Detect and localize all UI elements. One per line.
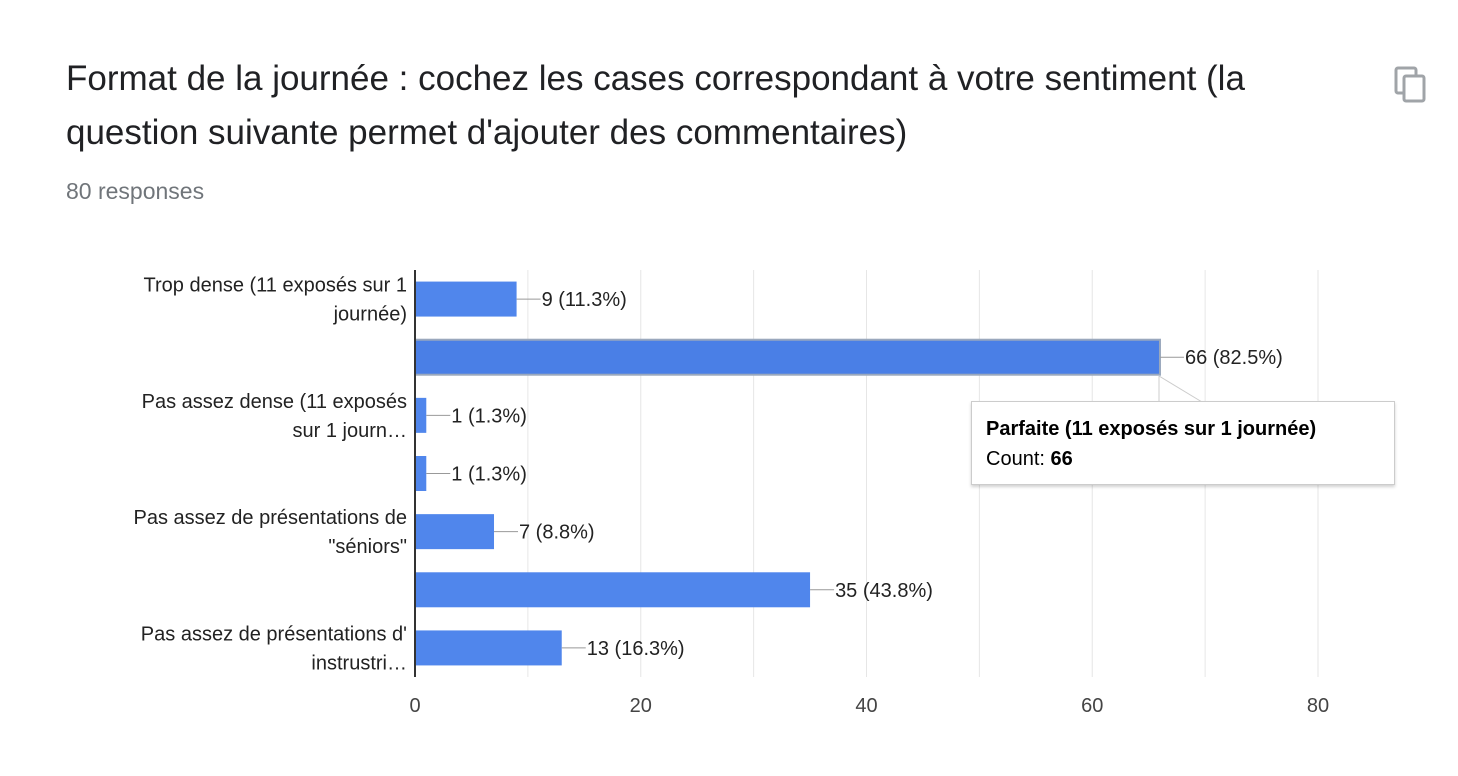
bar	[415, 397, 427, 433]
data-label: 1 (1.3%)	[451, 464, 527, 486]
bar	[415, 630, 562, 666]
bar	[415, 514, 495, 550]
x-tick-label: 40	[855, 695, 877, 717]
x-tick-label: 20	[630, 695, 652, 717]
bar	[414, 338, 1161, 376]
bar	[415, 456, 427, 491]
data-label: 1 (1.3%)	[451, 405, 527, 427]
copy-chart-button[interactable]	[1388, 62, 1434, 108]
tooltip-count: Count: 66	[986, 444, 1380, 474]
copy-icon	[1394, 66, 1426, 103]
tooltip-count-label: Count:	[986, 448, 1051, 470]
tooltip-title: Parfaite (11 exposés sur 1 journée)	[986, 418, 1317, 440]
bar-tooltip: Parfaite (11 exposés sur 1 journée) Coun…	[971, 401, 1395, 485]
response-count: 80 responses	[66, 178, 205, 204]
category-label: Pas assez de présentations de	[133, 507, 407, 529]
data-label: 35 (43.8%)	[835, 580, 933, 602]
data-label: 66 (82.5%)	[1185, 347, 1283, 369]
bar	[415, 281, 517, 317]
category-label: Trop dense (11 exposés sur 1	[144, 275, 407, 297]
category-label: journée)	[333, 304, 407, 326]
data-label: 7 (8.8%)	[519, 522, 595, 544]
x-tick-label: 0	[409, 695, 420, 717]
x-tick-label: 80	[1307, 695, 1329, 717]
category-label: Pas assez de présentations d'	[141, 623, 407, 645]
tooltip-pointer	[1158, 376, 1203, 403]
category-label: "séniors"	[328, 536, 407, 558]
category-label: sur 1 journ…	[293, 420, 408, 442]
question-title: Format de la journée : cochez les cases …	[66, 59, 1245, 152]
bar	[415, 572, 811, 608]
data-label: 13 (16.3%)	[587, 638, 685, 660]
x-tick-label: 60	[1081, 695, 1103, 717]
category-label: instrustri…	[311, 652, 407, 674]
data-label: 9 (11.3%)	[542, 289, 627, 311]
category-label: Pas assez dense (11 exposés	[142, 391, 407, 413]
tooltip-count-value: 66	[1050, 448, 1073, 470]
